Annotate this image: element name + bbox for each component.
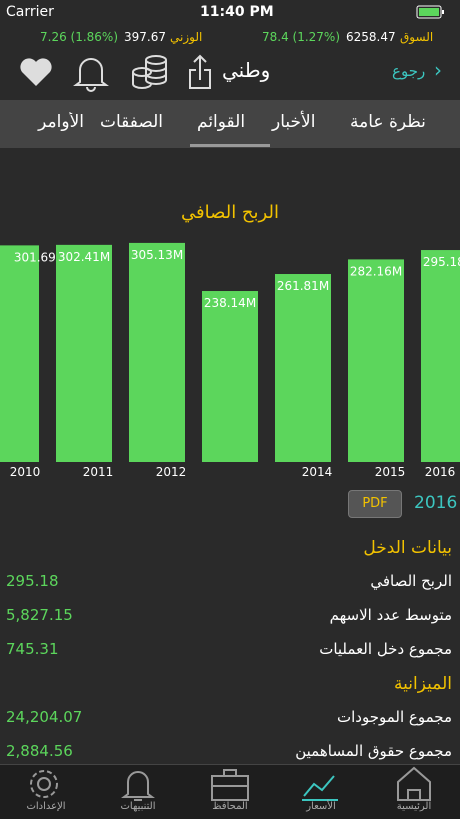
ticker-change: 78.4 (1.27%): [262, 30, 341, 44]
chart: الربح الصافي 301.69M 2010 302.41M 2011 305.1…: [0, 202, 460, 479]
back-button[interactable]: رجوع: [392, 62, 426, 80]
x-tick-label: 2010: [10, 465, 41, 479]
back-arrow[interactable]: ›: [434, 58, 442, 82]
row-label: متوسط عدد الاسهم: [329, 606, 452, 624]
bar: [129, 242, 185, 462]
header-icons[interactable]: [18, 52, 218, 92]
bar: [202, 291, 258, 462]
bar: [421, 250, 460, 462]
bar: [0, 245, 39, 462]
tab-bar-item[interactable]: التنبيهات: [120, 801, 156, 812]
value-label: 305.13M: [131, 248, 183, 262]
row-value: 5,827.15: [6, 606, 73, 624]
ticker-label: السوق: [400, 30, 434, 44]
tab-bar: [0, 764, 460, 819]
battery: [416, 5, 444, 19]
tab[interactable]: نظرة عامة: [350, 112, 426, 132]
bar: [348, 259, 404, 462]
bar: [56, 244, 112, 462]
row-label: مجموع الموجودات: [336, 708, 452, 726]
value-label: 261.81M: [277, 279, 329, 293]
section-title: بيانات الدخل: [363, 538, 452, 558]
tab-underline: [190, 144, 270, 147]
row-value: 2,884.56: [6, 742, 73, 760]
carrier: Carrier: [6, 4, 54, 20]
value-label: 282.16M: [350, 264, 402, 278]
tab[interactable]: الأوامر: [38, 112, 84, 132]
tab-strip: [0, 100, 460, 148]
x-tick-label: 2014: [302, 465, 333, 479]
value-label: 301.69M: [14, 250, 66, 264]
tab-bar-item[interactable]: الرئيسية: [396, 801, 432, 812]
value-label: 238.14M: [204, 296, 256, 310]
tab[interactable]: القوائم: [197, 112, 246, 132]
row-value: 745.31: [6, 640, 59, 658]
ticker-label: الوزني: [170, 30, 203, 44]
section-title: الميزانية: [394, 674, 452, 694]
bar: [275, 274, 331, 462]
tab[interactable]: الصفقات: [100, 112, 164, 132]
time: 11:40 PM: [200, 4, 274, 20]
value-label: 302.41M: [58, 250, 110, 264]
tab[interactable]: الأخبار: [272, 112, 316, 132]
ticker-change: 7.26 (1.86%): [40, 30, 119, 44]
tab-bar-item[interactable]: الأسعار: [306, 801, 336, 812]
header-title: وطني: [222, 58, 271, 82]
tab-bar-item[interactable]: الإعدادات: [26, 801, 66, 812]
row-value: 24,204.07: [6, 708, 83, 726]
row-value: 295.18: [6, 572, 59, 590]
row-label: مجموع دخل العمليات: [319, 640, 452, 658]
ticker-value: 397.67: [124, 30, 166, 44]
chart-title: الربح الصافي: [181, 202, 279, 223]
x-tick-label: 2016: [425, 465, 456, 479]
pdf-button[interactable]: PDF: [348, 490, 402, 518]
tab-bar-item[interactable]: المحافظ: [212, 801, 248, 812]
row-label: مجموع حقوق المساهمين: [295, 742, 452, 760]
year: 2016: [414, 493, 458, 513]
tab-bar-icons[interactable]: [0, 766, 460, 802]
value-label: 295.18M: [423, 255, 460, 269]
x-tick-label: 2015: [375, 465, 406, 479]
x-tick-label: 2012: [156, 465, 187, 479]
row-label: الربح الصافي: [370, 572, 452, 590]
ticker-value: 6258.47: [346, 30, 396, 44]
x-tick-label: 2011: [83, 465, 114, 479]
